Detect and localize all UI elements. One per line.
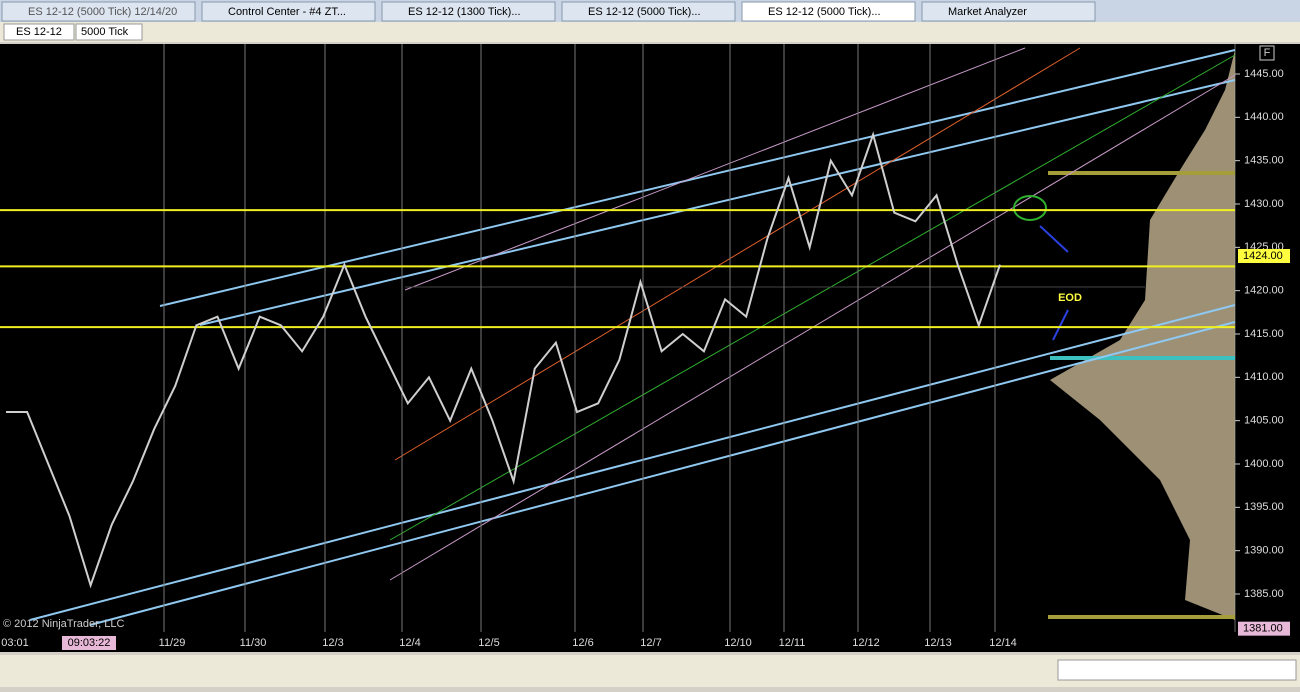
instrument-box[interactable] bbox=[3, 23, 75, 41]
price-label: 1385.00 bbox=[1244, 588, 1284, 600]
tab-label[interactable]: Market Analyzer bbox=[948, 6, 1027, 18]
tab[interactable] bbox=[741, 1, 916, 22]
tab[interactable] bbox=[561, 1, 736, 22]
flag-box[interactable] bbox=[1259, 45, 1275, 61]
channel-line bbox=[199, 79, 1236, 326]
tab-label[interactable]: Control Center - #4 ZT... bbox=[228, 6, 346, 18]
price-tag bbox=[1238, 249, 1290, 263]
price-tag bbox=[1238, 621, 1290, 636]
price-label: 1420.00 bbox=[1244, 285, 1284, 297]
tab-label[interactable]: ES 12-12 (5000 Tick)... bbox=[588, 6, 701, 18]
price-axis bbox=[1235, 44, 1300, 632]
date-label: 12/5 bbox=[478, 637, 499, 649]
price-tag-label: 1381.00 bbox=[1243, 623, 1283, 635]
tab[interactable] bbox=[201, 1, 376, 22]
date-label: 12/14 bbox=[989, 637, 1017, 649]
price-line bbox=[6, 131, 1001, 589]
date-label: 12/10 bbox=[724, 637, 752, 649]
cursor-box bbox=[62, 636, 116, 650]
channel-line bbox=[404, 47, 1026, 291]
date-label: 11/30 bbox=[240, 637, 267, 649]
date-label: 12/13 bbox=[924, 637, 952, 649]
profile-marker bbox=[1048, 171, 1235, 175]
price-label: 1410.00 bbox=[1244, 371, 1284, 383]
toolbar bbox=[0, 22, 1300, 42]
price-tag-label: 1424.00 bbox=[1243, 250, 1283, 262]
channel-line bbox=[89, 321, 1236, 626]
flag[interactable]: F bbox=[1264, 47, 1271, 59]
price-label: 1395.00 bbox=[1244, 501, 1284, 513]
time-axis bbox=[0, 632, 1300, 652]
tab-label[interactable]: ES 12-12 (1300 Tick)... bbox=[408, 6, 521, 18]
scroll-thumb[interactable] bbox=[1057, 659, 1297, 681]
price-label: 1390.00 bbox=[1244, 545, 1284, 557]
tab[interactable] bbox=[921, 1, 1096, 22]
profile-marker bbox=[1048, 615, 1235, 619]
date-label: 12/3 bbox=[322, 637, 343, 649]
date-label: 12/4 bbox=[399, 637, 420, 649]
date-label: 12/7 bbox=[640, 637, 661, 649]
arrow bbox=[1052, 309, 1069, 341]
date-label: 11/29 bbox=[159, 637, 186, 649]
price-label: 1445.00 bbox=[1244, 68, 1284, 80]
tab-label[interactable]: ES 12-12 (5000 Tick)... bbox=[768, 6, 881, 18]
cursor-time: 09:03:22 bbox=[68, 637, 111, 649]
profile-poc bbox=[1050, 356, 1235, 360]
date-label: 12/6 bbox=[572, 637, 593, 649]
price-label: 1440.00 bbox=[1244, 111, 1284, 123]
instrument[interactable]: ES 12-12 bbox=[16, 26, 62, 38]
chart-area bbox=[0, 44, 1235, 632]
channel-line bbox=[389, 54, 1236, 541]
date-label: 12/11 bbox=[779, 637, 806, 649]
price-label: 1430.00 bbox=[1244, 198, 1284, 210]
tab-label[interactable]: ES 12-12 (5000 Tick) 12/14/20 bbox=[28, 6, 177, 18]
price-label: 1435.00 bbox=[1244, 155, 1284, 167]
annotation: EOD bbox=[1058, 292, 1082, 304]
channel-line bbox=[159, 49, 1236, 307]
period[interactable]: 5000 Tick bbox=[81, 26, 129, 38]
price-label: 1405.00 bbox=[1244, 415, 1284, 427]
tab[interactable] bbox=[1, 1, 196, 22]
copyright: © 2012 NinjaTrader, LLC bbox=[3, 618, 124, 630]
channel-line bbox=[29, 304, 1236, 621]
tab[interactable] bbox=[381, 1, 556, 22]
date-label: 12/12 bbox=[852, 637, 880, 649]
price-label: 1400.00 bbox=[1244, 458, 1284, 470]
circle-mark bbox=[1013, 195, 1047, 221]
channel-line bbox=[394, 47, 1081, 461]
price-label: 1415.00 bbox=[1244, 328, 1284, 340]
date-label: 03:01 bbox=[1, 637, 29, 649]
arrow bbox=[1039, 225, 1069, 253]
volume-profile bbox=[1050, 50, 1235, 620]
period-box[interactable] bbox=[75, 23, 143, 41]
